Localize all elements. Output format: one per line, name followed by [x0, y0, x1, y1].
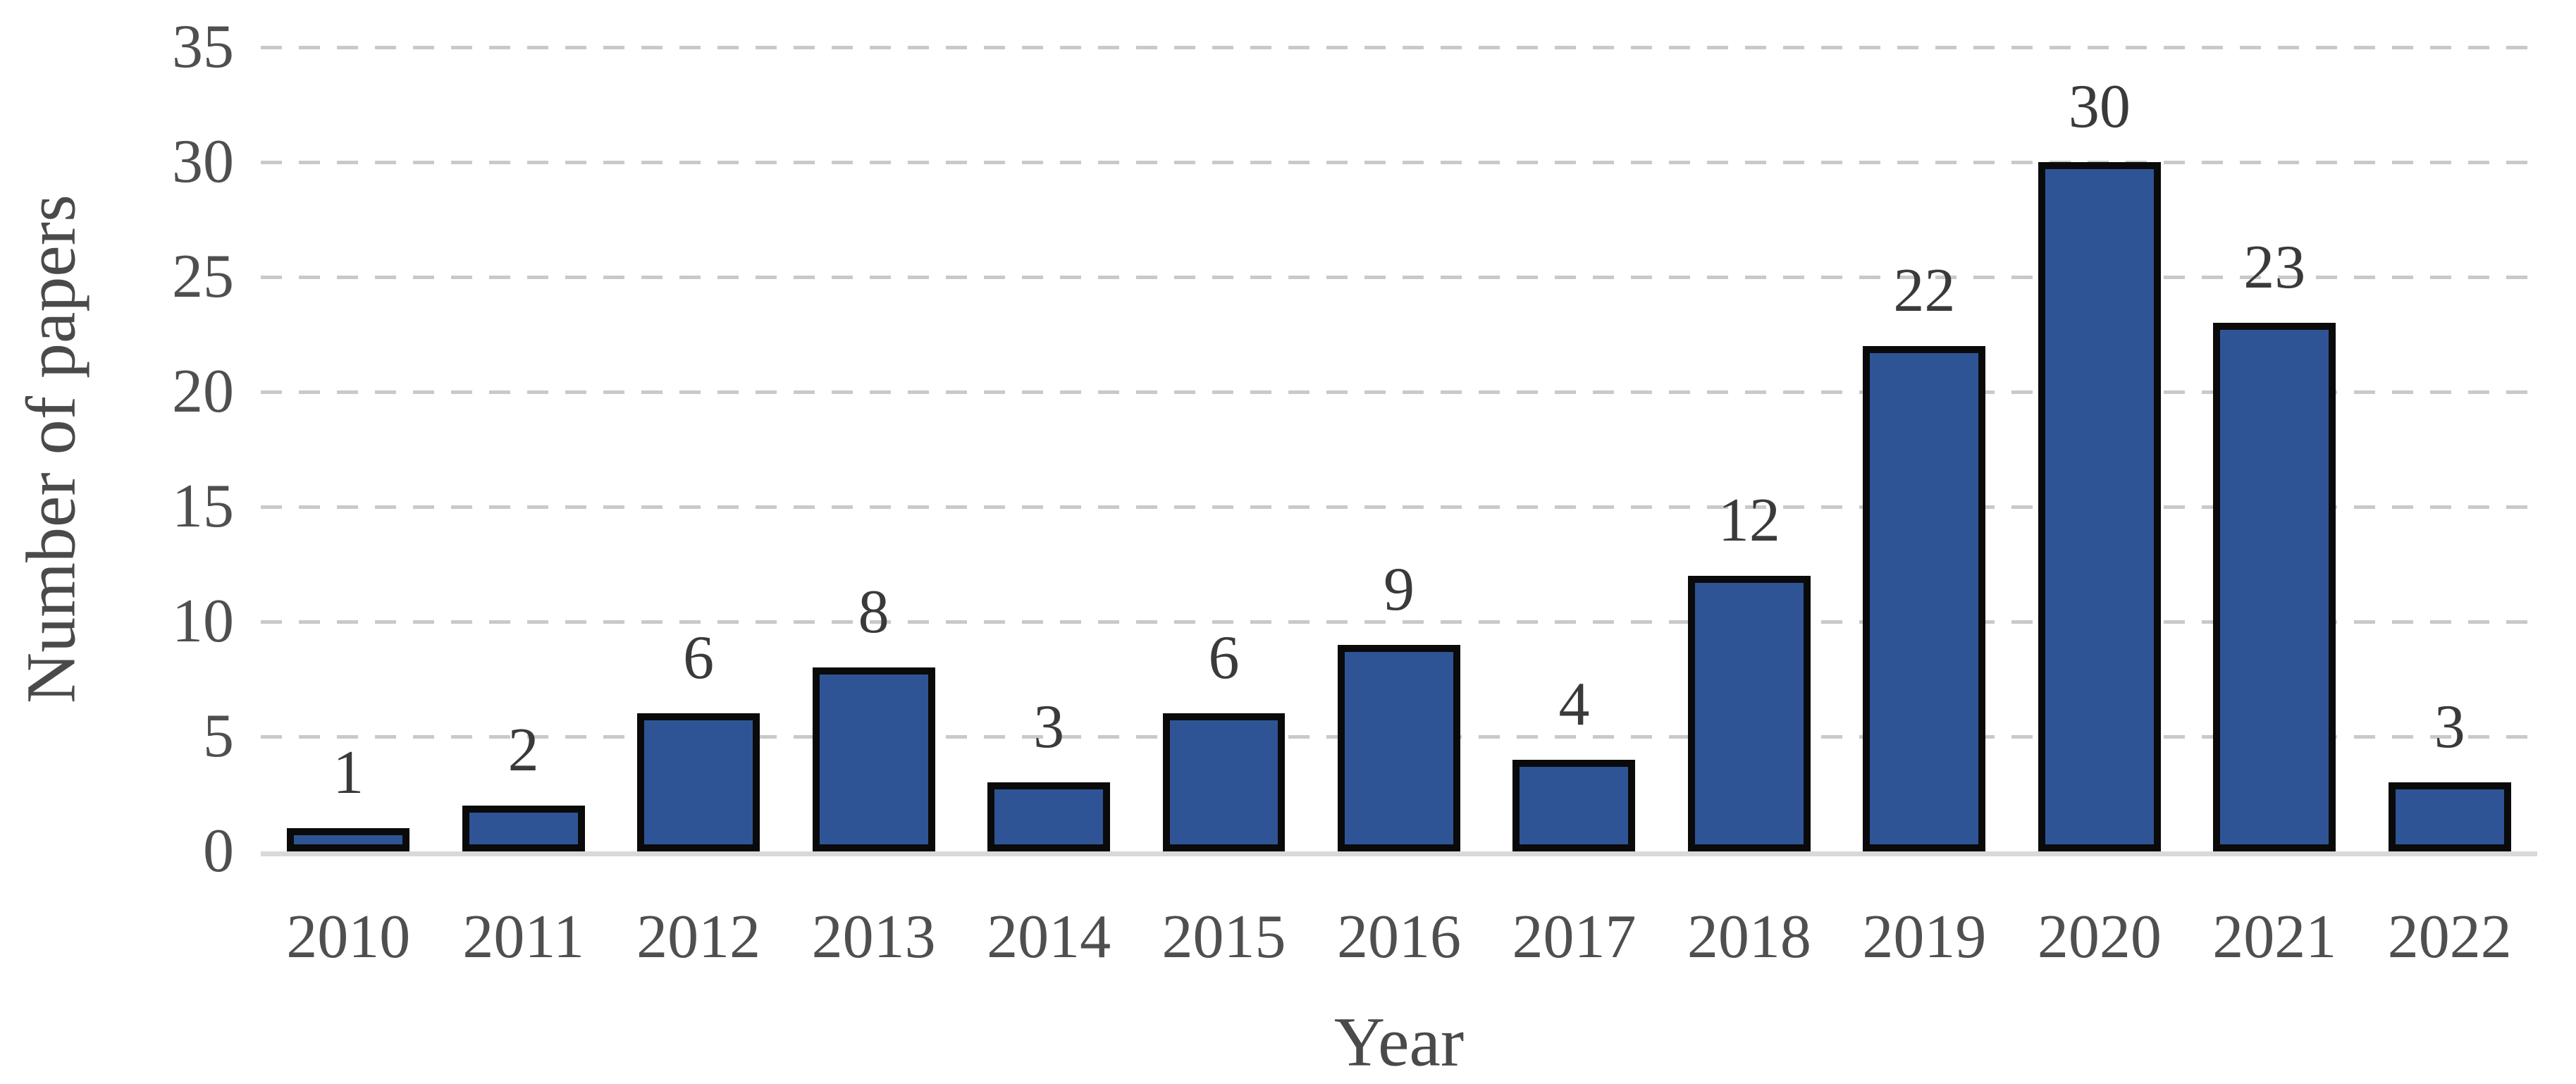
bars-layer: 1 2 6 8 3 6 9 4 12 22 30 23 3 [261, 47, 2537, 851]
bar-slot-2020: 30 [2012, 47, 2187, 851]
x-axis-tick-labels: 2010 2011 2012 2013 2014 2015 2016 2017 2018 2019… [261, 903, 2537, 981]
bar-value-label-2018: 12 [1718, 486, 1780, 555]
x-tick-label-2016: 2016 [1336, 903, 1461, 971]
bar-slot-2018: 12 [1662, 47, 1837, 851]
x-tick-label-2021: 2021 [2212, 903, 2337, 971]
bar-value-label-2019: 22 [1893, 257, 1956, 325]
bar-2015 [1162, 713, 1286, 851]
bar-value-label-2015: 6 [1208, 624, 1240, 692]
bar-value-label-2022: 3 [2434, 693, 2465, 761]
bar-slot-2014: 3 [961, 47, 1136, 851]
bar-value-label-2012: 6 [683, 624, 715, 692]
bar-value-label-2014: 3 [1033, 693, 1065, 761]
bar-value-label-2021: 23 [2243, 233, 2306, 302]
bar-slot-2012: 6 [611, 47, 786, 851]
bar-value-label-2010: 1 [333, 739, 364, 807]
bar-2013 [812, 667, 935, 851]
bar-2011 [462, 806, 585, 851]
y-tick-label-20: 20 [172, 357, 234, 426]
x-tick-label-2018: 2018 [1687, 903, 1811, 971]
x-tick-label-2014: 2014 [987, 903, 1111, 971]
y-tick-label-10: 10 [172, 587, 234, 655]
x-tick-label-2020: 2020 [2037, 903, 2162, 971]
bar-value-label-2011: 2 [507, 716, 539, 784]
bar-2020 [2038, 162, 2161, 851]
x-tick-label-2011: 2011 [462, 903, 585, 971]
plot-area: 1 2 6 8 3 6 9 4 12 22 30 23 3 [261, 46, 2537, 856]
y-tick-label-0: 0 [203, 817, 234, 885]
bar-slot-2016: 9 [1312, 47, 1486, 851]
bar-2014 [987, 782, 1111, 851]
y-tick-label-5: 5 [203, 702, 234, 770]
y-tick-label-25: 25 [172, 242, 234, 311]
bar-slot-2013: 8 [786, 47, 961, 851]
bar-slot-2017: 4 [1486, 47, 1661, 851]
x-axis-title: Year [1333, 1002, 1465, 1081]
bar-2016 [1338, 645, 1460, 851]
bar-2018 [1687, 576, 1811, 851]
bar-2017 [1512, 760, 1636, 851]
bar-value-label-2020: 30 [2068, 73, 2131, 141]
gridline-30 [261, 161, 2537, 164]
gridline-15 [261, 505, 2537, 509]
bar-slot-2019: 22 [1837, 47, 2011, 851]
x-tick-label-2019: 2019 [1862, 903, 1987, 971]
x-tick-label-2010: 2010 [286, 903, 411, 971]
bar-2021 [2213, 323, 2336, 851]
gridline-20 [261, 390, 2537, 394]
bar-value-label-2017: 4 [1558, 670, 1590, 739]
y-tick-label-30: 30 [172, 128, 234, 196]
bar-value-label-2013: 8 [858, 578, 889, 646]
x-tick-label-2015: 2015 [1161, 903, 1286, 971]
bar-2019 [1863, 346, 1986, 851]
y-tick-label-15: 15 [172, 472, 234, 541]
bar-slot-2022: 3 [2362, 47, 2537, 851]
gridline-10 [261, 620, 2537, 624]
x-tick-label-2022: 2022 [2387, 903, 2512, 971]
x-tick-label-2017: 2017 [1512, 903, 1637, 971]
bar-slot-2010: 1 [261, 47, 436, 851]
bar-2012 [637, 713, 760, 851]
bar-value-label-2016: 9 [1383, 555, 1415, 624]
bar-2022 [2388, 782, 2511, 851]
x-tick-label-2012: 2012 [636, 903, 761, 971]
x-tick-label-2013: 2013 [811, 903, 936, 971]
y-tick-label-35: 35 [172, 13, 234, 81]
bar-slot-2015: 6 [1136, 47, 1311, 851]
bar-slot-2021: 23 [2187, 47, 2362, 851]
bar-slot-2011: 2 [436, 47, 610, 851]
gridline-25 [261, 276, 2537, 279]
bar-2010 [287, 828, 410, 851]
y-axis-tick-labels: 0 5 10 15 20 25 30 35 [0, 13, 234, 885]
gridline-35 [261, 46, 2537, 49]
